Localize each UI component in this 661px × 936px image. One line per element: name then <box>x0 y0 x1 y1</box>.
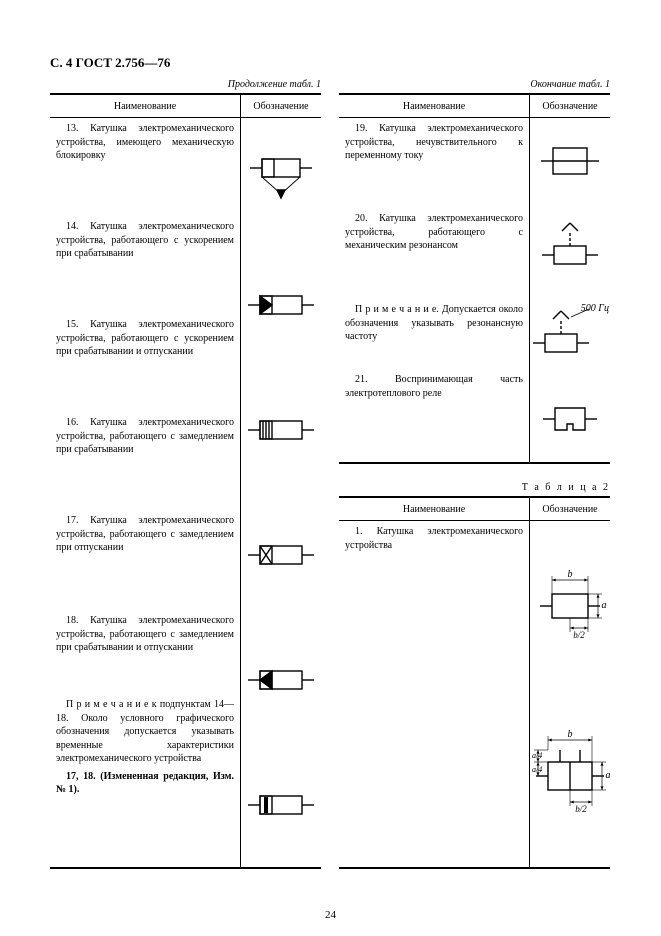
svg-text:b: b <box>568 729 573 740</box>
sym-19 <box>530 118 610 204</box>
sym-21 <box>530 376 610 462</box>
left-caption: Продолжение табл. 1 <box>50 79 321 90</box>
row-14: 14. Катушка электромеханического устройс… <box>56 220 234 318</box>
page-number: 24 <box>0 909 661 921</box>
svg-text:500 Гц: 500 Гц <box>581 303 609 314</box>
sym-t2-a: b a b/2 <box>530 521 610 694</box>
svg-text:a: a <box>602 600 607 611</box>
page-header: С. 4 ГОСТ 2.756—76 <box>50 55 610 71</box>
left-note: П р и м е ч а н и е к подпунктам 14—18. … <box>56 698 234 766</box>
left-change: 17, 18. (Измененная редакция, Изм. № 1). <box>56 770 234 797</box>
row-18: 18. Катушка электромеханического устройс… <box>56 614 234 692</box>
col-header-name: Наименование <box>339 95 530 117</box>
svg-text:a/4: a/4 <box>532 765 542 774</box>
col-header-sym: Обозначение <box>241 95 321 117</box>
row-15: 15. Катушка электромеханического устройс… <box>56 318 234 416</box>
col-header-name: Наименование <box>50 95 241 117</box>
sym-17 <box>241 617 321 742</box>
right-note20: П р и м е ч а н и е. Допускается около о… <box>345 303 523 373</box>
right-table-1: Наименование Обозначение 19. Катушка эле… <box>339 93 610 464</box>
row-19: 19. Катушка электромеханического устройс… <box>345 122 523 212</box>
svg-text:b/2: b/2 <box>575 804 587 814</box>
right-caption: Окончание табл. 1 <box>339 79 610 90</box>
sym-14 <box>241 243 321 368</box>
t2-row-1: 1. Катушка электромеханического устройст… <box>345 525 523 552</box>
row-21: 21. Воспринимающая часть электротепловог… <box>345 373 523 458</box>
left-table: Наименование Обозначение 13. Катушка эле… <box>50 93 321 869</box>
sym-16 <box>241 492 321 617</box>
sym-t2-b: a a/4 a/4 b b/2 <box>530 694 610 867</box>
sym-13 <box>241 118 321 243</box>
row-13: 13. Катушка электромеханического устройс… <box>56 122 234 220</box>
table2-label: Т а б л и ц а 2 <box>339 482 610 493</box>
row-16: 16. Катушка электромеханического устройс… <box>56 416 234 514</box>
row-20: 20. Катушка электромеханического устройс… <box>345 212 523 297</box>
sym-15 <box>241 368 321 493</box>
sym-20 <box>530 204 610 290</box>
svg-text:b: b <box>568 569 573 580</box>
svg-text:b/2: b/2 <box>573 630 585 640</box>
sym-18 <box>241 742 321 867</box>
col-header-sym: Обозначение <box>530 498 610 520</box>
col-header-sym: Обозначение <box>530 95 610 117</box>
svg-text:a/4: a/4 <box>532 751 542 760</box>
sym-20b: 500 Гц <box>530 290 610 376</box>
svg-text:a: a <box>606 770 611 781</box>
col-header-name: Наименование <box>339 498 530 520</box>
right-table-2: Наименование Обозначение 1. Катушка элек… <box>339 496 610 869</box>
row-17: 17. Катушка электромеханического устройс… <box>56 514 234 614</box>
